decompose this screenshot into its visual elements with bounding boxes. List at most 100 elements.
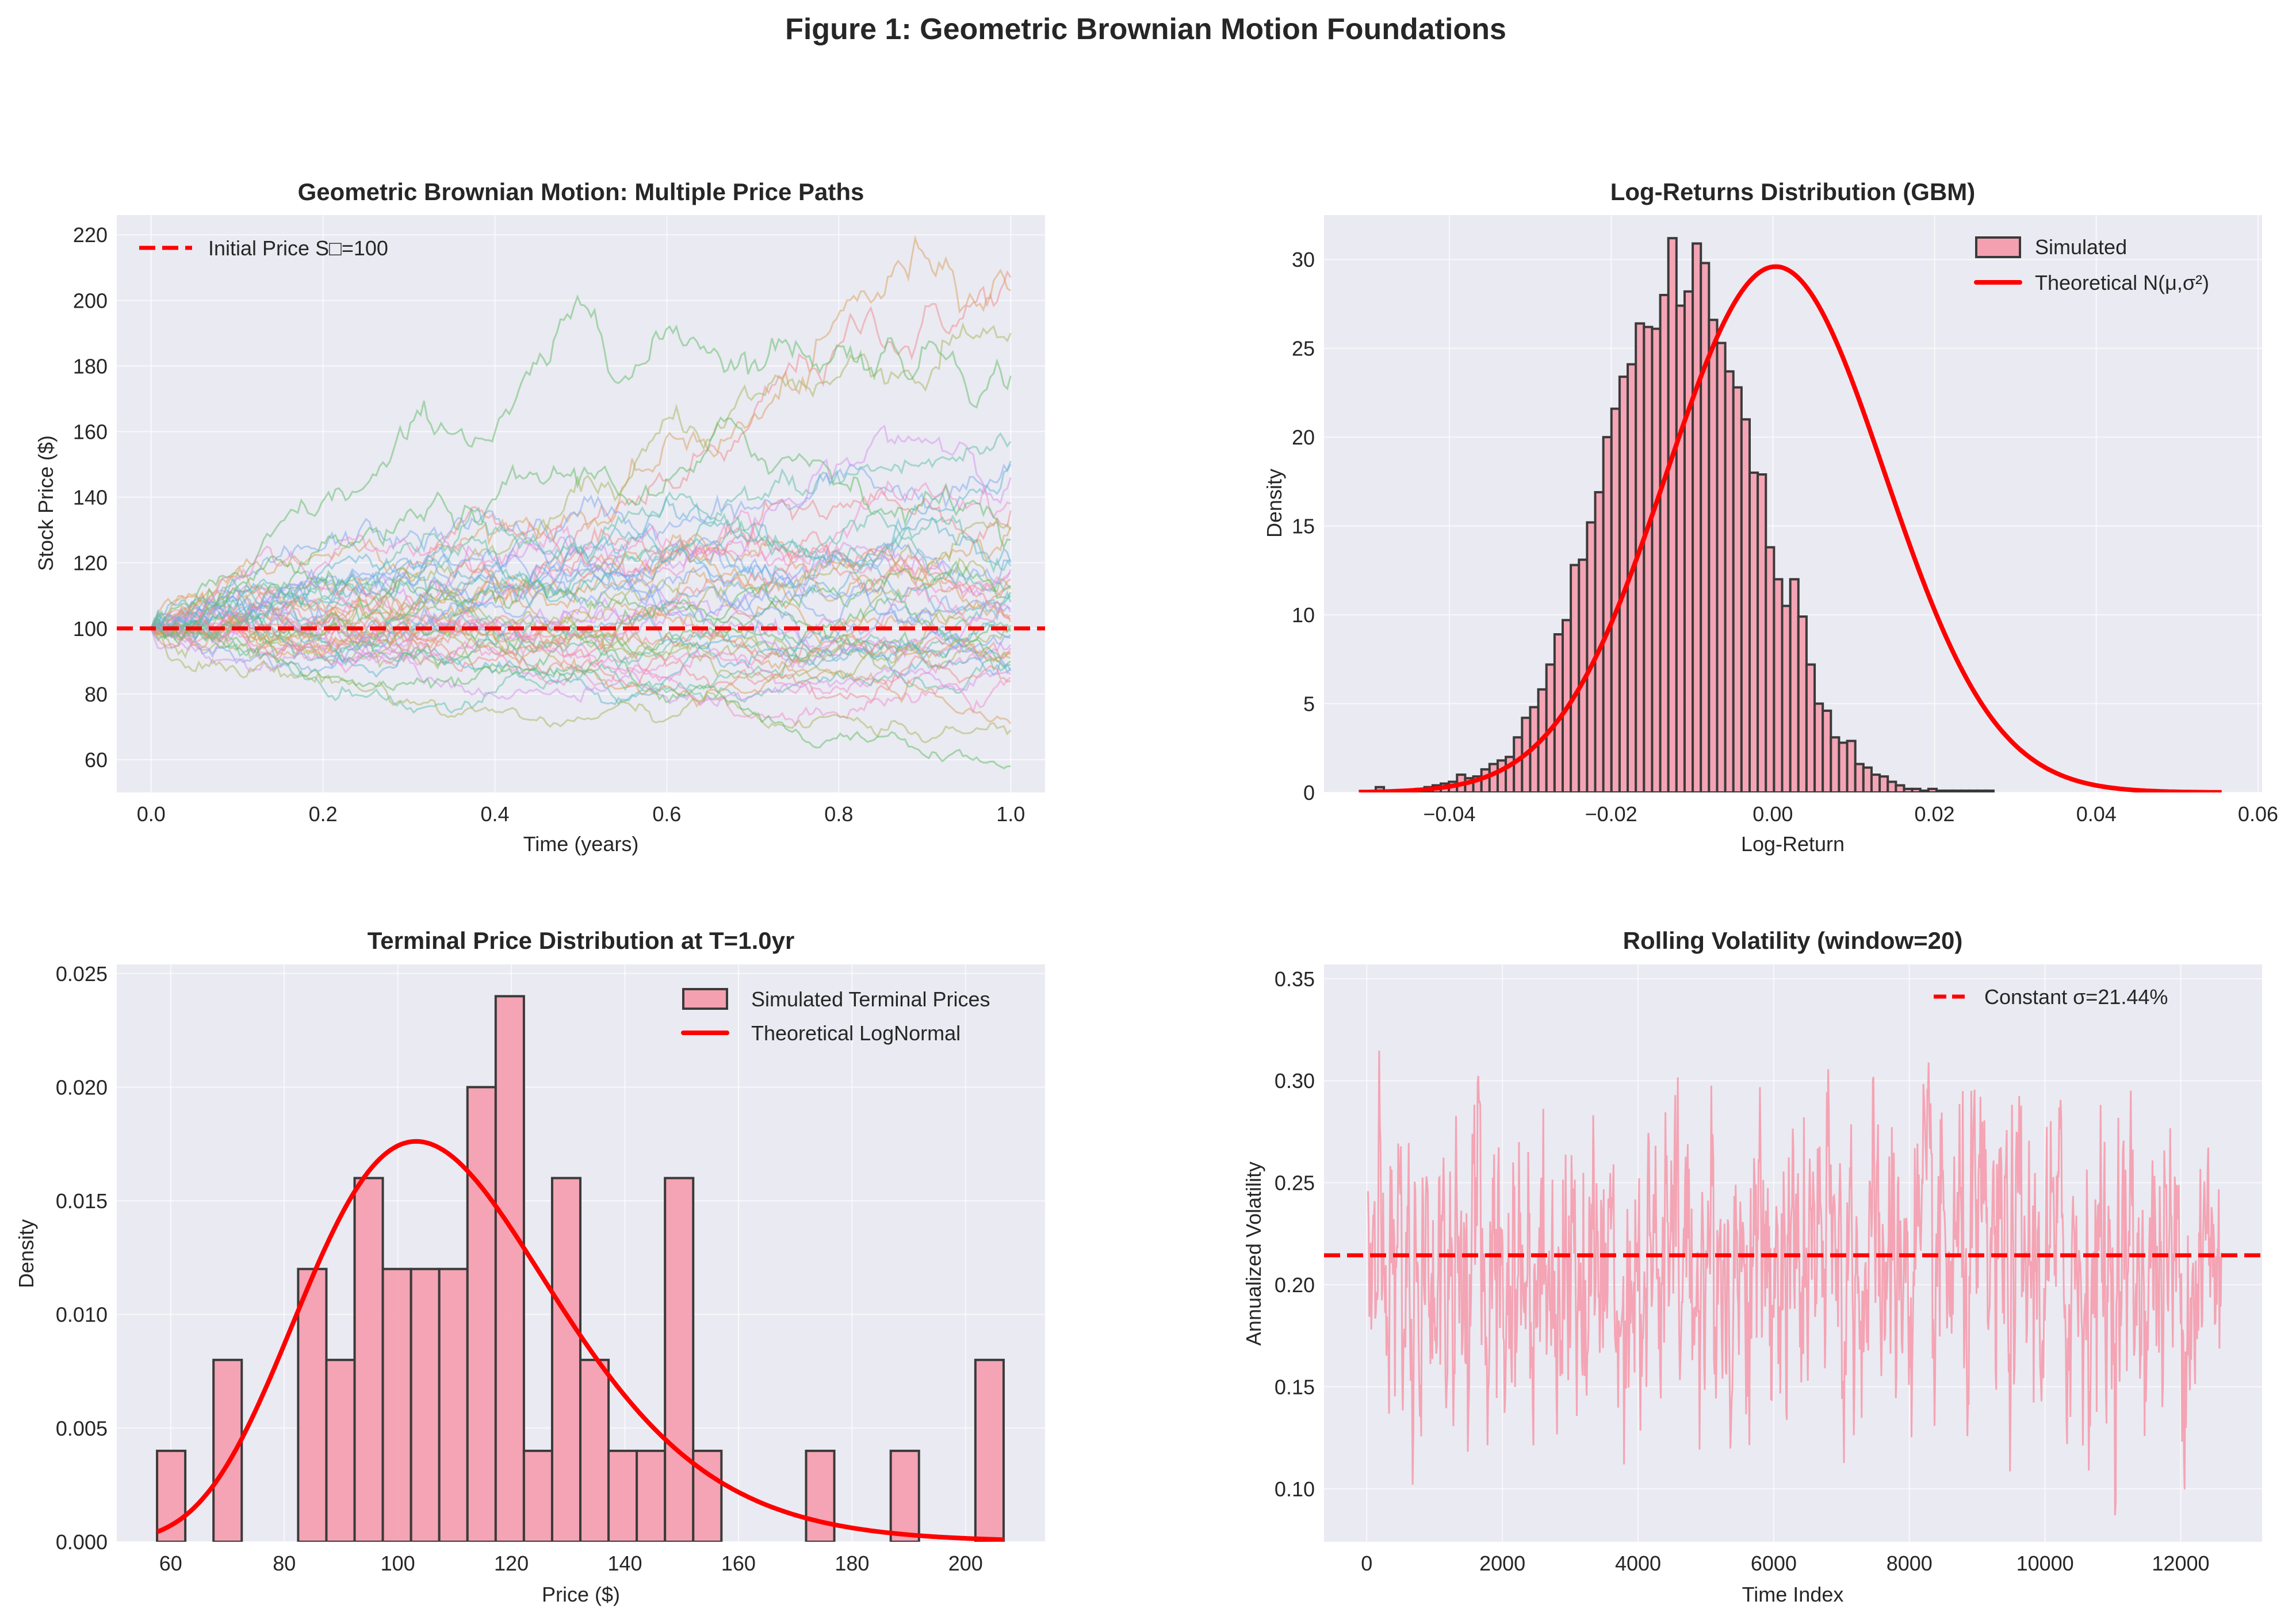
histogram-bar xyxy=(636,1449,667,1542)
x-tick-label: 0.06 xyxy=(2238,802,2278,826)
y-tick-label: 0.015 xyxy=(56,1189,108,1213)
panel-title: Rolling Volatility (window=20) xyxy=(1623,927,1963,954)
y-tick-label: 120 xyxy=(73,551,108,575)
histogram-bar xyxy=(1797,615,1808,792)
price-path-line xyxy=(150,294,1012,629)
y-tick-label: 25 xyxy=(1292,337,1315,361)
y-tick-label: 140 xyxy=(73,486,108,510)
x-tick-label: 2000 xyxy=(1479,1552,1525,1575)
x-tick-label: 0 xyxy=(1361,1552,1372,1575)
x-tick-label: 0.0 xyxy=(137,802,166,826)
y-tick-label: 15 xyxy=(1292,515,1315,538)
histogram-bar xyxy=(1683,290,1694,792)
y-tick-label: 0.010 xyxy=(56,1303,108,1327)
histogram-bar xyxy=(1960,789,1970,792)
y-tick-label: 0.15 xyxy=(1275,1375,1315,1399)
histogram-bar xyxy=(1765,546,1776,792)
y-tick-label: 10 xyxy=(1292,603,1315,627)
x-axis-label: Time Index xyxy=(1742,1583,1844,1606)
y-tick-label: 0.35 xyxy=(1275,967,1315,991)
x-tick-label: 160 xyxy=(721,1552,756,1575)
y-tick-label: 0.20 xyxy=(1275,1273,1315,1297)
y-tick-label: 60 xyxy=(85,748,108,772)
histogram-bar xyxy=(1724,370,1735,792)
histogram-bar xyxy=(1773,578,1784,792)
histogram-bar xyxy=(1976,789,1987,792)
histogram-bar xyxy=(1854,763,1865,792)
y-axis-label: Density xyxy=(1262,469,1286,538)
price-path-line xyxy=(150,416,1011,630)
x-tick-label: 120 xyxy=(494,1552,529,1575)
price-path-line xyxy=(150,582,1012,670)
x-tick-label: 6000 xyxy=(1751,1552,1797,1575)
x-tick-label: 0.4 xyxy=(481,802,510,826)
x-axis-label: Time (years) xyxy=(523,832,639,856)
x-tick-label: 10000 xyxy=(2016,1552,2074,1575)
plot-content xyxy=(1367,1050,2222,1515)
histogram-bar xyxy=(1846,740,1857,792)
x-tick-label: 60 xyxy=(159,1552,182,1575)
y-tick-label: 0.25 xyxy=(1275,1171,1315,1195)
histogram-bar xyxy=(1830,736,1841,792)
price-path-line xyxy=(151,536,1011,651)
histogram-bar xyxy=(1935,789,1946,792)
x-tick-label: 140 xyxy=(607,1552,642,1575)
histogram-bar xyxy=(1943,789,1954,792)
price-path-line xyxy=(151,627,1012,744)
y-tick-label: 80 xyxy=(85,683,108,706)
y-tick-label: 0.000 xyxy=(56,1530,108,1554)
histogram-bar xyxy=(1813,702,1824,792)
y-tick-label: 200 xyxy=(73,289,108,312)
histogram-bar xyxy=(889,1449,920,1542)
legend-label: Initial Price S□=100 xyxy=(208,236,388,260)
x-tick-label: 8000 xyxy=(1887,1552,1933,1575)
y-tick-label: 20 xyxy=(1292,426,1315,449)
histogram-bar xyxy=(1952,789,1962,792)
x-tick-label: 0.04 xyxy=(2076,802,2117,826)
histogram-bar xyxy=(1570,564,1581,792)
histogram-bar xyxy=(297,1267,328,1542)
legend-label: Simulated Terminal Prices xyxy=(751,987,990,1011)
y-tick-label: 100 xyxy=(73,617,108,641)
x-axis-label: Log-Return xyxy=(1741,832,1845,856)
histogram-bar xyxy=(607,1449,638,1542)
histogram-bar xyxy=(494,995,525,1542)
histogram-bar xyxy=(1651,327,1662,792)
legend-label: Constant σ=21.44% xyxy=(1984,985,2168,1009)
x-tick-label: 0.02 xyxy=(1915,802,1955,826)
x-tick-label: 12000 xyxy=(2152,1552,2209,1575)
histogram-bar xyxy=(1757,473,1767,792)
histogram-bar xyxy=(805,1449,836,1542)
histogram-bar xyxy=(1781,604,1792,792)
y-axis-label: Annualized Volatility xyxy=(1242,1162,1265,1346)
x-tick-label: 100 xyxy=(381,1552,415,1575)
x-axis-label: Price ($) xyxy=(542,1583,620,1606)
panel-title: Terminal Price Distribution at T=1.0yr xyxy=(368,927,795,954)
histogram-bar xyxy=(1887,780,1897,792)
histogram-bar xyxy=(1984,789,1995,792)
y-tick-label: 220 xyxy=(73,223,108,247)
price-path-line xyxy=(150,608,1012,727)
y-tick-label: 160 xyxy=(73,420,108,444)
panel-terminal-distribution: Terminal Price Distribution at T=1.0yr P… xyxy=(14,927,1045,1606)
histogram-bar xyxy=(1911,787,1922,792)
legend-label: Simulated xyxy=(2035,235,2127,259)
legend-bar-swatch-icon xyxy=(682,988,728,1010)
plot-content xyxy=(1359,237,2222,792)
histogram-bar xyxy=(522,1449,553,1542)
rolling-volatility-line xyxy=(1367,1050,2222,1515)
histogram-bar xyxy=(1602,436,1613,792)
histogram-bar xyxy=(974,1358,1005,1542)
y-tick-label: 0.10 xyxy=(1275,1477,1315,1501)
histogram-bar xyxy=(1968,789,1979,792)
histogram-bar xyxy=(1700,262,1711,792)
y-axis-label: Density xyxy=(14,1219,38,1288)
x-tick-label: 0.6 xyxy=(652,802,681,826)
histogram-bar xyxy=(1748,471,1759,792)
y-tick-label: 0 xyxy=(1303,781,1315,805)
histogram-bar xyxy=(438,1267,469,1542)
theoretical-lognormal-curve xyxy=(156,1139,1004,1542)
histogram-bar xyxy=(1659,294,1670,792)
histogram-bar xyxy=(1708,319,1719,792)
histogram-bar xyxy=(353,1177,384,1542)
